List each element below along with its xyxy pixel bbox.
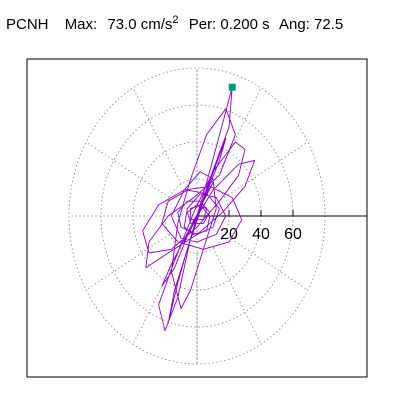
- grid-spoke-60: [212, 87, 262, 185]
- ang-label: Ang:: [278, 16, 310, 33]
- plot-header: PCNH Max: 73.0 cm/s2 Per: 0.200 s Ang: 7…: [6, 14, 398, 40]
- max-value: 73.0: [107, 16, 137, 33]
- ang-value: 72.5: [314, 16, 344, 33]
- max-point-marker: [228, 83, 236, 91]
- x-tick-label-40: 40: [252, 226, 270, 243]
- grid-spoke-330: [224, 234, 309, 291]
- per-label: Per:: [188, 16, 217, 33]
- max-unit-exponent: 2: [172, 14, 179, 26]
- max-label: Max:: [64, 16, 98, 33]
- motion-trace: [142, 86, 256, 332]
- grid-spoke-30: [224, 141, 309, 198]
- trace-path: [142, 86, 256, 332]
- plot-frame: [26, 58, 368, 378]
- station-code: PCNH: [6, 16, 49, 33]
- grid-spoke-120: [132, 87, 182, 185]
- max-unit: cm/s: [140, 16, 173, 33]
- grid-spoke-210: [85, 234, 170, 291]
- grid-spoke-300: [212, 247, 262, 345]
- x-ticks: 20 40 60: [220, 210, 302, 243]
- x-tick-label-60: 60: [284, 226, 302, 243]
- per-value: 0.200 s: [220, 16, 270, 33]
- x-tick-label-20: 20: [220, 226, 238, 243]
- grid-spoke-150: [85, 141, 170, 198]
